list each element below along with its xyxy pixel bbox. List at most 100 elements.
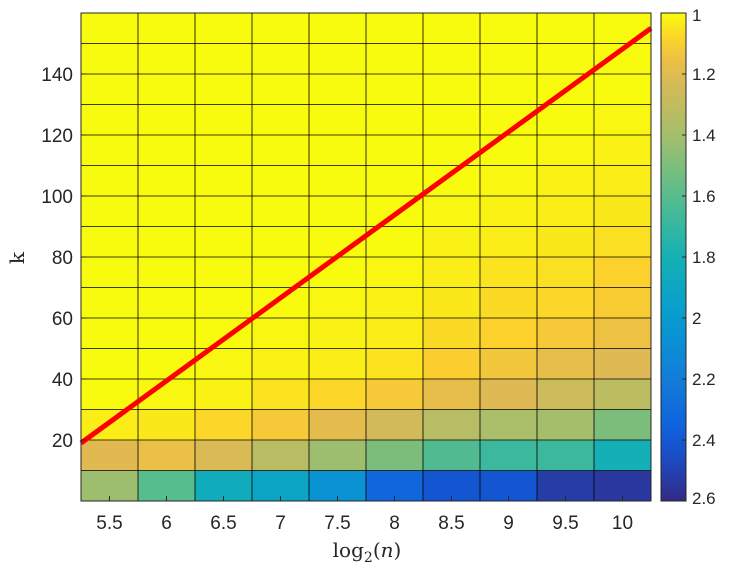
colorbar-tick-label: 1.4 xyxy=(692,126,716,145)
heatmap-cell xyxy=(138,165,196,197)
heatmap-cell xyxy=(138,257,196,288)
heatmap-cell xyxy=(309,13,367,44)
heatmap-cell xyxy=(252,409,310,441)
overlay-line-group xyxy=(79,26,653,446)
heatmap-cell xyxy=(537,440,595,471)
heatmap-cell xyxy=(594,226,652,258)
heatmap-cell xyxy=(594,74,652,105)
y-axis-label: k xyxy=(5,251,29,264)
x-axis-label-var: n xyxy=(381,538,394,562)
heatmap-cell xyxy=(252,135,310,166)
heatmap-cell xyxy=(195,226,253,258)
heatmap-cell xyxy=(195,74,253,105)
heatmap-cell xyxy=(138,196,196,227)
colorbar-tick-label: 2.4 xyxy=(692,431,716,450)
heatmap-cell xyxy=(138,43,196,75)
heatmap-cell xyxy=(309,440,367,471)
heatmap-cell xyxy=(195,43,253,75)
heatmap-cell xyxy=(594,409,652,441)
heatmap-cell xyxy=(138,13,196,44)
heatmap-cell xyxy=(252,104,310,136)
heatmap-cell xyxy=(594,257,652,288)
x-tick-label: 6.5 xyxy=(210,513,236,534)
heatmap-cell xyxy=(423,287,481,319)
heatmap-cell xyxy=(423,104,481,136)
heatmap-cell xyxy=(366,379,424,410)
heatmap-cell xyxy=(423,379,481,410)
heatmap-cell xyxy=(480,165,538,197)
heatmap-cell xyxy=(480,135,538,166)
heatmap-cell xyxy=(195,440,253,471)
heatmap-cell xyxy=(423,318,481,349)
heatmap-cell xyxy=(195,287,253,319)
x-axis-label-arg: ( xyxy=(373,538,381,562)
heatmap-cell xyxy=(594,196,652,227)
heatmap-cell xyxy=(366,318,424,349)
heatmap-cell xyxy=(594,104,652,136)
heatmap-cell xyxy=(366,440,424,471)
heatmap-cell xyxy=(252,440,310,471)
heatmap-cell xyxy=(195,257,253,288)
heatmap-cell xyxy=(138,440,196,471)
x-axis-label-close: ) xyxy=(394,538,402,562)
heatmap-cell xyxy=(81,226,139,258)
heatmap-cell xyxy=(480,409,538,441)
heatmap-cell xyxy=(252,74,310,105)
x-tick-label: 9.5 xyxy=(552,513,578,534)
x-tick-label: 8.5 xyxy=(438,513,464,534)
heatmap-cell xyxy=(309,196,367,227)
heatmap-cell xyxy=(366,409,424,441)
colorbar-ticks: 1 1.2 1.4 1.6 1.8 2 2.2 2.4 2.6 xyxy=(682,6,716,508)
colorbar-tick-label: 2 xyxy=(692,309,701,328)
heatmap-cell xyxy=(537,379,595,410)
heatmap-cell xyxy=(594,379,652,410)
colorbar-tick-label: 1 xyxy=(692,6,701,25)
heatmap-cell xyxy=(81,287,139,319)
y-tick-label: 100 xyxy=(41,187,73,208)
heatmap-cell xyxy=(366,348,424,380)
heatmap-cell xyxy=(537,135,595,166)
x-axis-label-base: 2 xyxy=(364,550,373,564)
heatmap-cell xyxy=(423,409,481,441)
cell-grid xyxy=(81,13,651,501)
heatmap-cell xyxy=(252,348,310,380)
y-tick-label: 120 xyxy=(41,126,73,147)
x-tick-label: 8 xyxy=(389,513,400,534)
heatmap-cell xyxy=(138,318,196,349)
heatmap-cell xyxy=(366,104,424,136)
heatmap-cell xyxy=(138,104,196,136)
heatmap-cell xyxy=(594,135,652,166)
heatmap-cell xyxy=(81,74,139,105)
heatmap-cell xyxy=(594,287,652,319)
heatmap-cell xyxy=(537,104,595,136)
heatmap-cell xyxy=(480,257,538,288)
heatmap-cell xyxy=(309,409,367,441)
colorbar-tick-label: 2.6 xyxy=(692,489,716,508)
heatmap-cell xyxy=(81,318,139,349)
heatmap-cell xyxy=(423,165,481,197)
heatmap-cell xyxy=(81,165,139,197)
heatmap-cell xyxy=(480,348,538,380)
overlay-line xyxy=(79,26,653,446)
heatmap-cell xyxy=(423,257,481,288)
x-axis-label-log: log xyxy=(333,538,364,562)
heatmap-cell xyxy=(480,43,538,75)
heatmap-cell xyxy=(309,43,367,75)
heatmap-cell xyxy=(423,74,481,105)
y-tick-label: 80 xyxy=(52,248,73,269)
heatmap-cell xyxy=(252,196,310,227)
heatmap-cell xyxy=(309,165,367,197)
heatmap-cell xyxy=(195,13,253,44)
heatmap-cell xyxy=(594,318,652,349)
heatmap-cell xyxy=(537,409,595,441)
heatmap-cell xyxy=(594,440,652,471)
heatmap-cell xyxy=(537,287,595,319)
heatmap-cell xyxy=(423,440,481,471)
x-axis-ticks: 5.5 6 6.5 7 7.5 8 8.5 9 9.5 10 xyxy=(96,496,633,534)
heatmap-cell xyxy=(252,226,310,258)
heatmap-cell xyxy=(81,440,139,471)
heatmap-cell xyxy=(309,348,367,380)
heatmap-cell xyxy=(195,409,253,441)
heatmap-cell xyxy=(309,287,367,319)
heatmap-cell xyxy=(138,74,196,105)
